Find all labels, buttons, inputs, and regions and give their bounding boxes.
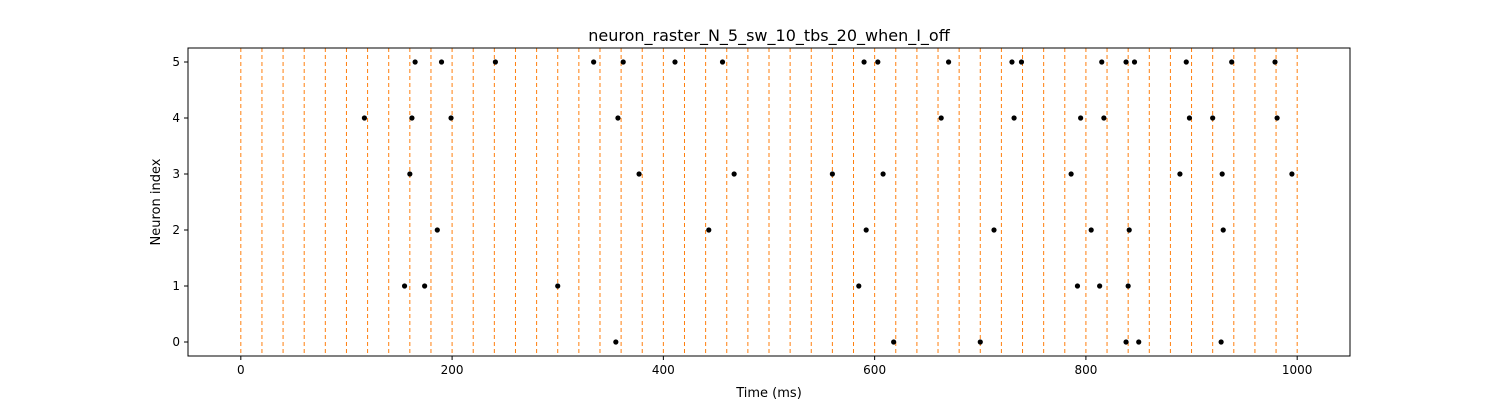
spike-marker bbox=[1125, 283, 1131, 289]
spike-marker bbox=[1123, 339, 1129, 345]
x-tick-label: 400 bbox=[652, 363, 675, 377]
spike-marker bbox=[555, 283, 561, 289]
spike-marker bbox=[719, 59, 726, 65]
plot-frame bbox=[187, 47, 1351, 357]
spike-marker bbox=[891, 339, 897, 345]
spike-marker bbox=[434, 227, 440, 233]
spike-marker bbox=[636, 171, 642, 177]
spike-marker bbox=[938, 115, 944, 121]
spike-markers bbox=[361, 59, 1295, 345]
spike-marker bbox=[1068, 171, 1074, 177]
spike-marker bbox=[991, 227, 997, 233]
spike-marker bbox=[1074, 283, 1081, 289]
x-axis-label: Time (ms) bbox=[735, 386, 802, 400]
spike-marker bbox=[829, 171, 835, 177]
spike-marker bbox=[1210, 115, 1216, 121]
y-tick-label: 0 bbox=[172, 335, 180, 349]
spike-marker bbox=[1289, 171, 1295, 177]
spike-marker bbox=[620, 59, 626, 65]
y-tick-label: 4 bbox=[172, 111, 180, 125]
y-tick-label: 5 bbox=[172, 55, 180, 69]
x-tick-label: 0 bbox=[237, 363, 245, 377]
spike-marker bbox=[615, 115, 621, 121]
spike-marker bbox=[1220, 227, 1226, 233]
spike-marker bbox=[1186, 115, 1193, 121]
spike-marker bbox=[1272, 59, 1278, 65]
spike-marker bbox=[1177, 171, 1183, 177]
spike-marker bbox=[448, 115, 454, 121]
spike-marker bbox=[1136, 339, 1142, 345]
spike-marker bbox=[1219, 171, 1225, 177]
spike-marker bbox=[863, 227, 869, 233]
spike-marker bbox=[1126, 227, 1132, 233]
spike-marker bbox=[438, 59, 445, 65]
spike-marker bbox=[401, 283, 408, 289]
spike-marker bbox=[1218, 339, 1224, 345]
spike-marker bbox=[1088, 227, 1094, 233]
spike-marker bbox=[1101, 115, 1107, 121]
y-tick-label: 3 bbox=[172, 167, 180, 181]
x-axis-ticks: 0 200 400 600 800 1000 bbox=[237, 356, 1312, 377]
spike-marker bbox=[591, 59, 597, 65]
spike-marker bbox=[1018, 59, 1025, 65]
y-axis-ticks: 0 1 2 3 4 5 bbox=[172, 55, 188, 349]
spike-marker bbox=[1099, 59, 1105, 65]
spike-marker bbox=[856, 283, 862, 289]
spike-marker bbox=[977, 339, 983, 345]
y-tick-label: 1 bbox=[172, 279, 180, 293]
spike-marker bbox=[422, 283, 428, 289]
spike-marker bbox=[875, 59, 881, 65]
spike-marker bbox=[1097, 283, 1103, 289]
spike-marker bbox=[613, 339, 619, 345]
spike-marker bbox=[945, 59, 952, 65]
time-bin-lines bbox=[240, 48, 1298, 356]
x-tick-label: 600 bbox=[863, 363, 886, 377]
x-tick-label: 1000 bbox=[1282, 363, 1313, 377]
spike-marker bbox=[1131, 59, 1138, 65]
spike-marker bbox=[361, 115, 368, 121]
spike-marker bbox=[407, 171, 413, 177]
spike-marker bbox=[1274, 115, 1280, 121]
y-tick-label: 2 bbox=[172, 223, 180, 237]
x-tick-label: 200 bbox=[441, 363, 464, 377]
spike-marker bbox=[731, 171, 737, 177]
y-axis-label: Neuron index bbox=[149, 158, 164, 245]
spike-marker bbox=[1229, 59, 1235, 65]
spike-marker bbox=[1123, 59, 1129, 65]
spike-marker bbox=[861, 59, 867, 65]
spike-marker bbox=[412, 59, 418, 65]
spike-marker bbox=[1011, 115, 1017, 121]
spike-marker bbox=[672, 59, 678, 65]
chart-title: neuron_raster_N_5_sw_10_tbs_20_when_I_of… bbox=[588, 26, 950, 46]
spike-marker bbox=[880, 171, 886, 177]
spike-marker bbox=[1183, 59, 1189, 65]
spike-marker bbox=[492, 59, 499, 65]
spike-marker bbox=[409, 115, 415, 121]
spike-marker bbox=[1009, 59, 1015, 65]
plot-area bbox=[240, 48, 1298, 356]
x-tick-label: 800 bbox=[1074, 363, 1097, 377]
spike-marker bbox=[1078, 115, 1084, 121]
spike-marker bbox=[706, 227, 712, 233]
